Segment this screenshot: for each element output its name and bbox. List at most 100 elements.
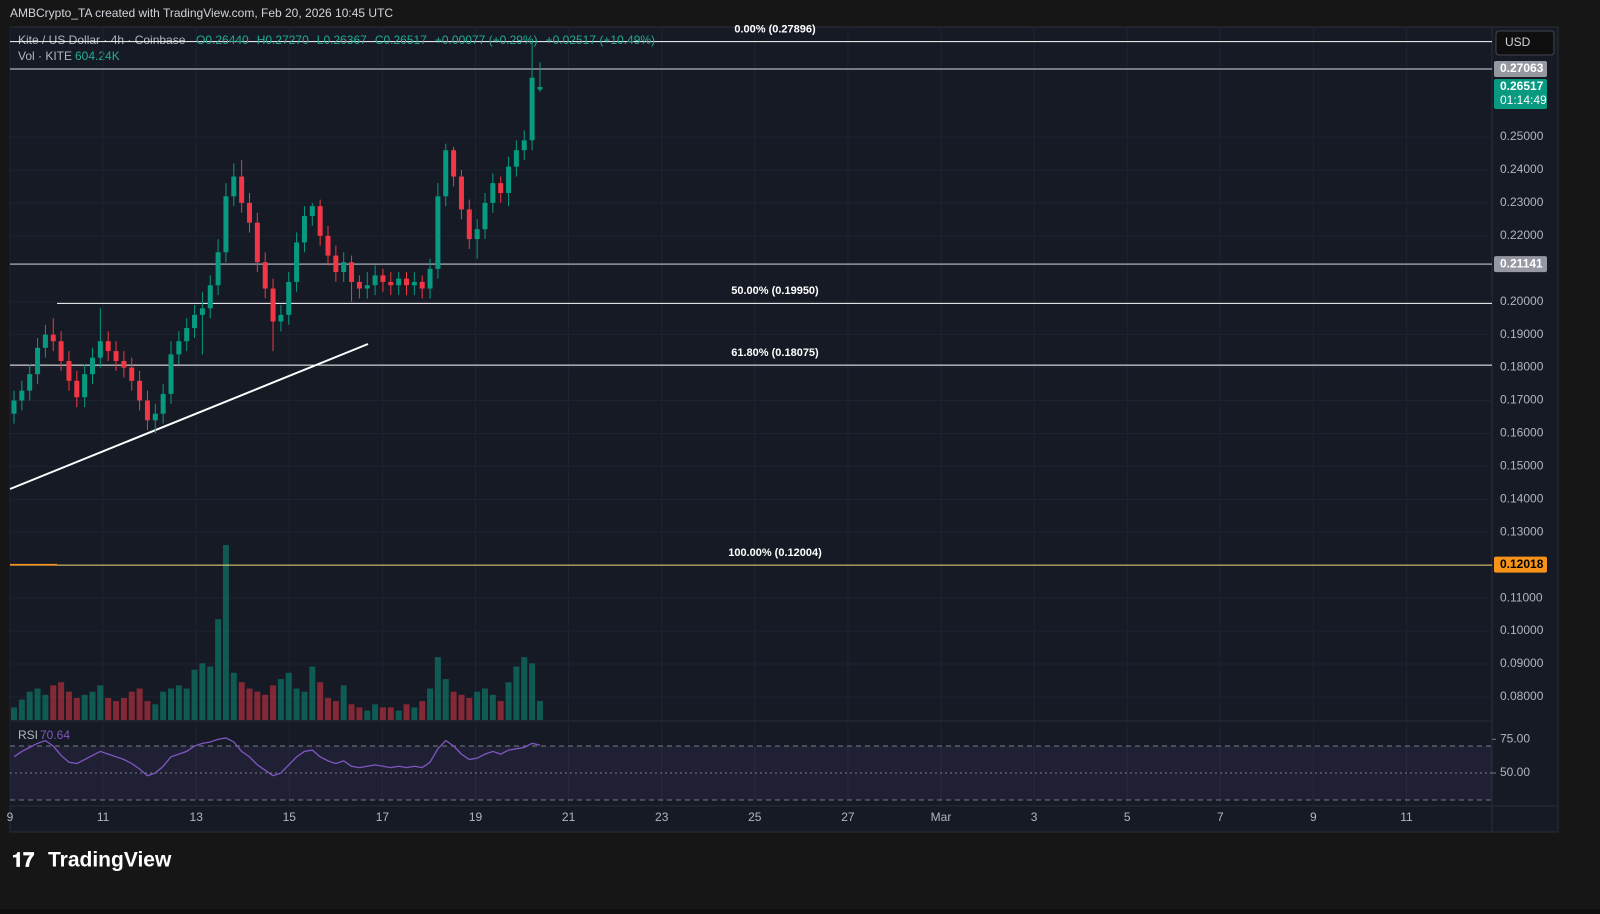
volume-bar [340, 685, 347, 720]
volume-bar [364, 710, 371, 720]
volume-bar [26, 691, 33, 720]
candle-body [207, 285, 213, 309]
candle-body [35, 347, 41, 375]
candle-body [184, 328, 190, 342]
candle-body [192, 314, 198, 329]
candle-body [239, 176, 245, 203]
candle-body [451, 150, 457, 177]
volume-bar [128, 691, 135, 720]
candle-body [356, 281, 362, 289]
volume-bar [215, 619, 222, 720]
price-tag [1494, 556, 1547, 573]
volume-bar [277, 679, 284, 720]
y-tick-label: 0.10000 [1500, 623, 1544, 637]
ohlc-value: L0.26367 [317, 33, 367, 47]
candle-body [506, 166, 512, 194]
price-tag-label: 0.26517 [1500, 79, 1544, 93]
volume-bar [521, 657, 528, 720]
volume-bar [81, 694, 88, 720]
candle-body [231, 176, 237, 197]
y-tick-label: 0.20000 [1500, 294, 1544, 308]
candle-body [325, 235, 331, 256]
y-tick-label: 0.24000 [1500, 162, 1544, 176]
volume-bar [113, 701, 120, 720]
candle-body [286, 281, 292, 315]
volume-bar [325, 697, 331, 720]
x-tick-label: 7 [1217, 810, 1224, 824]
x-tick-label: 3 [1031, 810, 1038, 824]
x-tick-label: 15 [283, 810, 297, 824]
volume-bar [50, 685, 57, 720]
volume-bar [403, 704, 410, 720]
currency[interactable]: USD [1505, 35, 1531, 49]
x-tick-label: 23 [655, 810, 669, 824]
x-tick-label: 13 [190, 810, 204, 824]
candle-body [247, 202, 252, 223]
ohlc-value: +0.00077 (+0.29%) [435, 33, 538, 47]
candle-body [435, 196, 441, 269]
candle-body [317, 206, 323, 236]
y-tick-label: 0.15000 [1500, 459, 1544, 473]
candle-body [176, 341, 182, 355]
currency-button[interactable] [1495, 30, 1555, 56]
candle-body [372, 275, 378, 286]
volume-bar [120, 697, 127, 720]
y-tick-label: 0.19000 [1500, 327, 1544, 341]
candle-body [482, 202, 488, 230]
candle-body [223, 196, 229, 253]
candle-body [152, 413, 158, 421]
candle-body [129, 367, 135, 381]
candle-body [254, 222, 260, 263]
y-tick-label: 0.25000 [1500, 129, 1544, 143]
candle-body [498, 183, 504, 194]
volume-bar [309, 666, 316, 720]
candle-body [82, 374, 88, 398]
volume-bar [207, 666, 214, 720]
fib-label: 50.00% (0.19950) [731, 285, 819, 297]
candle-body [309, 206, 315, 217]
volume-bar [199, 663, 206, 720]
x-tick-label: 9 [1310, 810, 1317, 824]
rsi-pane [10, 722, 1492, 805]
volume-bar [11, 707, 17, 720]
candle-body [168, 354, 174, 394]
candle-body [215, 252, 221, 286]
y-tick-label: 0.23000 [1500, 195, 1544, 209]
volume-bar [387, 707, 394, 720]
y-tick-label: 0.18000 [1500, 360, 1544, 374]
candle-body [537, 87, 543, 90]
volume-title: Vol · KITE [18, 49, 72, 63]
candle-body [380, 275, 386, 282]
candle-body [349, 262, 355, 282]
candle-body [270, 288, 276, 322]
x-tick-label: 25 [748, 810, 762, 824]
volume-bar [434, 657, 441, 720]
x-tick-label: Mar [931, 810, 952, 824]
rsi-title: RSI [18, 728, 38, 742]
candle-body [27, 374, 33, 391]
countdown: 01:14:49 [1500, 93, 1547, 107]
volume-bar [175, 685, 182, 720]
ohlc-value: O0.26440 [196, 33, 249, 47]
volume-value: 604.24K [75, 49, 120, 63]
volume-bar [42, 694, 49, 720]
candle-body [521, 140, 527, 151]
x-tick-label: 17 [376, 810, 390, 824]
candle-body [411, 281, 417, 286]
volume-bar [18, 699, 25, 720]
volume-bar [529, 663, 536, 720]
volume-bar [222, 545, 229, 720]
x-tick-label: 19 [469, 810, 483, 824]
candle-body [529, 77, 535, 141]
candle-body [333, 255, 339, 273]
candle-body [294, 242, 300, 282]
volume-bar [372, 704, 379, 720]
candle-body [121, 360, 127, 368]
candle-body [396, 278, 402, 286]
volume-bar [356, 707, 363, 720]
volume-bar [482, 688, 488, 720]
volume-bar [246, 688, 253, 720]
candle-body [388, 281, 394, 286]
volume-bar [395, 710, 402, 720]
